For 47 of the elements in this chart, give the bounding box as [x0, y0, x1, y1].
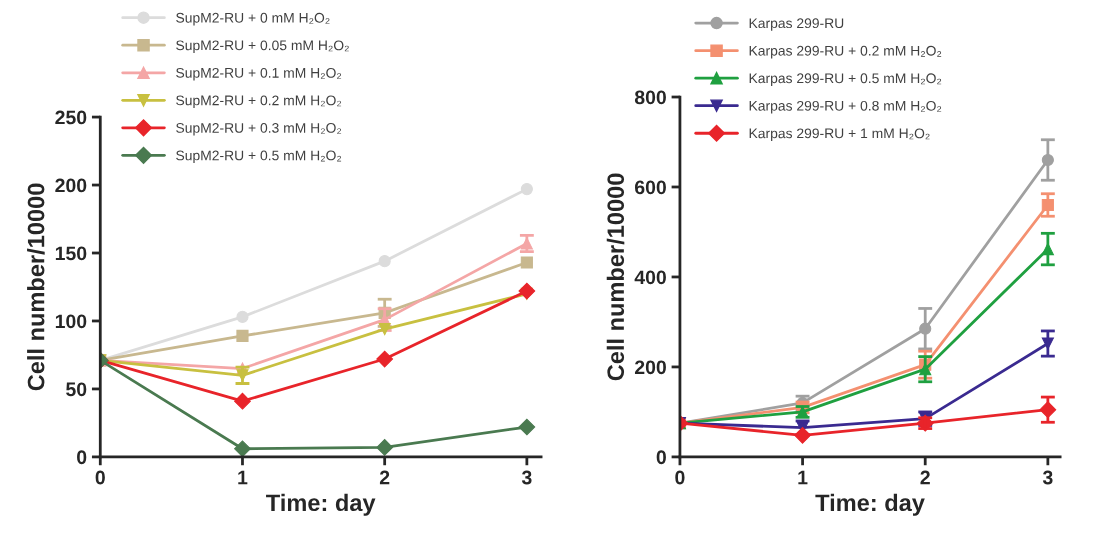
point [234, 440, 251, 457]
point [376, 439, 394, 456]
y-tick-label: 150 [55, 246, 87, 261]
x-tick-label: 0 [95, 470, 105, 485]
y-axis-title: Cell number/10000 [606, 173, 625, 381]
y-tick-label: 200 [634, 360, 666, 375]
y-tick-label: 800 [634, 90, 666, 105]
point [376, 350, 394, 368]
x-axis-title: Time: day [815, 493, 925, 516]
x-tick-label: 1 [798, 470, 808, 485]
x-tick-label: 3 [1042, 470, 1053, 485]
point [518, 418, 536, 436]
legend-label: SupM2-RU + 0.3 mM H₂O₂ [176, 122, 342, 136]
y-axis-title: Cell number/10000 [27, 183, 45, 391]
x-tick-label: 1 [238, 470, 248, 485]
legend-label: Karpas 299-RU + 1 mM H₂O₂ [749, 128, 930, 141]
legend-label: Karpas 299-RU [749, 18, 844, 31]
x-tick-label: 2 [379, 470, 390, 485]
point [234, 392, 251, 410]
x-tick-label: 2 [920, 470, 930, 485]
y-tick-label: 600 [635, 180, 666, 195]
x-axis-title: Time: day [266, 493, 376, 516]
point [236, 310, 249, 323]
legend-label: SupM2-RU + 0.05 mM H₂O₂ [176, 40, 349, 53]
legend-label: Karpas 299-RU + 0.8 mM H₂O₂ [749, 100, 942, 114]
point [378, 255, 391, 268]
legend-label: SupM2-RU + 0.1 mM H₂O₂ [176, 67, 342, 81]
legend-label: SupM2-RU + 0.5 mM H₂O₂ [176, 150, 342, 164]
y-tick-label: 50 [66, 382, 87, 397]
legend-label: SupM2-RU + 0.2 mM H₂O₂ [176, 95, 342, 109]
point [378, 323, 391, 336]
y-tick-label: 0 [77, 450, 87, 465]
y-tick-label: 0 [656, 450, 666, 465]
x-tick-label: 3 [521, 470, 532, 485]
point [518, 282, 536, 300]
point [794, 426, 811, 444]
legend-label: Karpas 299-RU + 0.2 mM H₂O₂ [749, 45, 942, 59]
legend-label: SupM2-RU + 0 mM H₂O₂ [176, 12, 330, 26]
y-tick-label: 250 [55, 110, 87, 125]
point [236, 329, 249, 342]
y-tick-label: 200 [55, 178, 87, 193]
legend-label: Karpas 299-RU + 0.5 mM H₂O₂ [749, 73, 942, 86]
point [520, 183, 533, 196]
x-tick-label: 0 [675, 470, 685, 485]
y-tick-label: 100 [55, 314, 87, 329]
y-tick-label: 400 [634, 270, 666, 285]
point [520, 256, 533, 269]
